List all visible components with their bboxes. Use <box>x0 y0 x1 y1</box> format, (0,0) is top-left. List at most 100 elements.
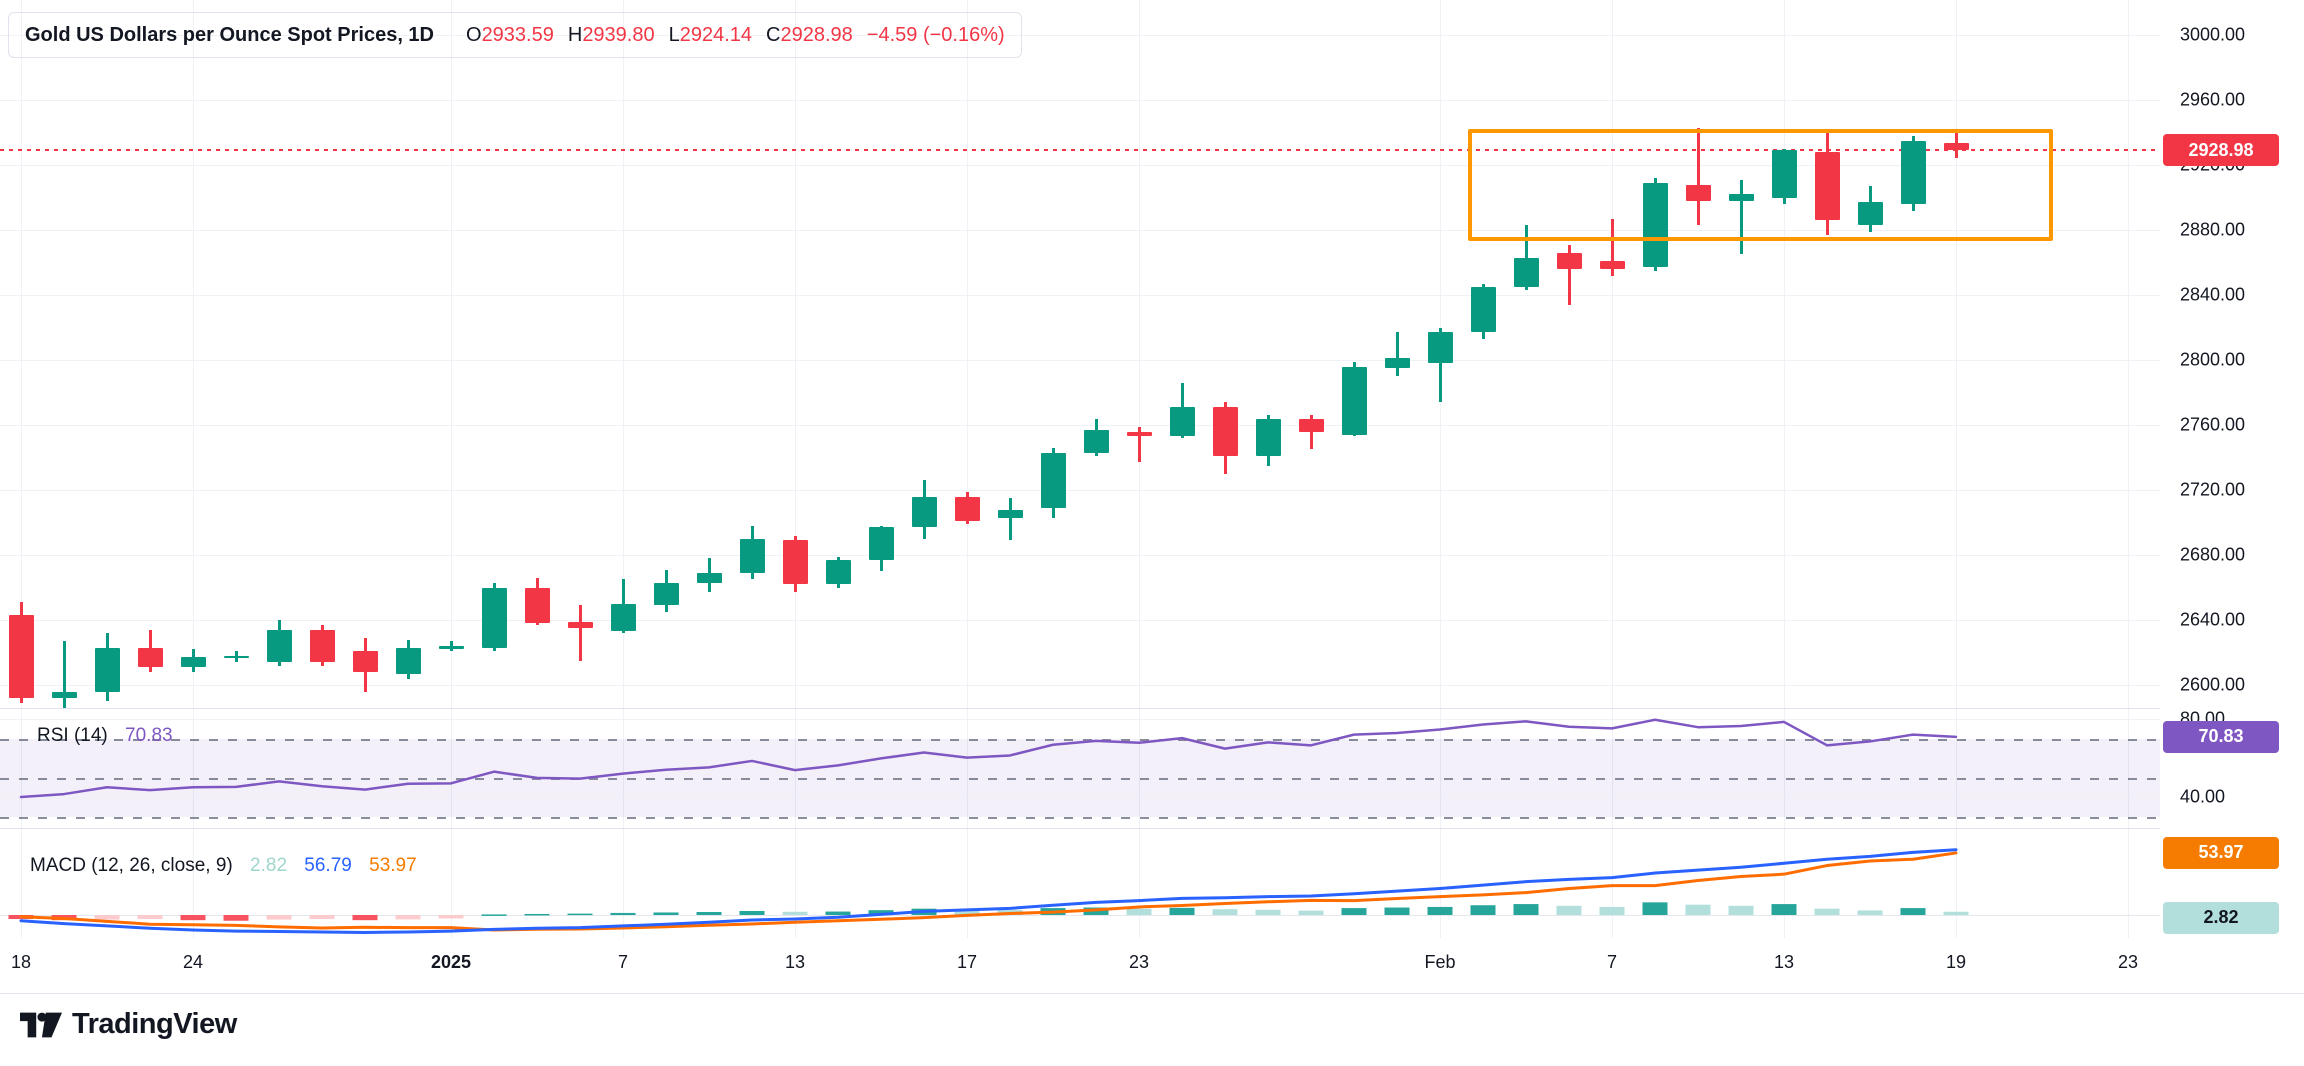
candle[interactable] <box>94 647 120 692</box>
candle[interactable] <box>1126 431 1152 437</box>
macd-histogram-bar[interactable] <box>1814 908 1840 915</box>
candle[interactable] <box>653 582 679 606</box>
candle-wick[interactable] <box>1137 426 1141 463</box>
candle[interactable] <box>1040 452 1066 508</box>
chart-plot-area[interactable] <box>0 0 2160 938</box>
macd-histogram-bar[interactable] <box>352 915 378 921</box>
candle[interactable] <box>782 540 808 585</box>
candle-wick[interactable] <box>62 641 66 708</box>
candle[interactable] <box>223 655 249 659</box>
macd-histogram-bar[interactable] <box>653 912 679 915</box>
macd-histogram-bar[interactable] <box>395 915 421 920</box>
macd-histogram-bar[interactable] <box>1341 908 1367 915</box>
candle[interactable] <box>1900 140 1926 204</box>
macd-histogram-bar[interactable] <box>1599 906 1625 915</box>
candle[interactable] <box>868 527 894 560</box>
macd-histogram-bar[interactable] <box>1255 909 1281 915</box>
macd-histogram-bar[interactable] <box>266 915 292 920</box>
symbol-legend[interactable]: Gold US Dollars per Ounce Spot Prices, 1… <box>8 12 1022 58</box>
rsi-legend[interactable]: RSI (14) 70.83 <box>37 725 173 747</box>
candle[interactable] <box>352 650 378 672</box>
candle-wick[interactable] <box>1309 415 1313 450</box>
candle[interactable] <box>1513 257 1539 287</box>
macd-histogram-bar[interactable] <box>481 914 507 916</box>
candle[interactable] <box>1685 184 1711 201</box>
candle[interactable] <box>1255 418 1281 456</box>
candle[interactable] <box>1298 418 1324 432</box>
candle[interactable] <box>309 629 335 663</box>
macd-histogram-bar[interactable] <box>1857 910 1883 915</box>
macd-signal-line[interactable] <box>19 851 1958 932</box>
macd-histogram-bar[interactable] <box>1728 905 1754 915</box>
candle[interactable] <box>137 647 163 668</box>
candle[interactable] <box>1212 407 1238 456</box>
macd-histogram-bar[interactable] <box>1943 911 1969 915</box>
macd-histogram-bar[interactable] <box>1169 907 1195 915</box>
candle[interactable] <box>1470 286 1496 333</box>
candle-wick[interactable] <box>578 605 582 661</box>
tradingview-branding[interactable]: TradingView <box>20 1008 237 1041</box>
macd-histogram-bar[interactable] <box>1427 906 1453 915</box>
candle[interactable] <box>1642 182 1668 268</box>
candle[interactable] <box>739 538 765 573</box>
macd-histogram-bar[interactable] <box>610 912 636 915</box>
candle[interactable] <box>1771 150 1797 198</box>
macd-histogram-bar[interactable] <box>1642 902 1668 915</box>
candle[interactable] <box>524 587 550 624</box>
candle[interactable] <box>1943 142 1969 151</box>
macd-histogram-bar[interactable] <box>1513 904 1539 915</box>
candle[interactable] <box>1384 358 1410 369</box>
macd-histogram-bar[interactable] <box>137 915 163 920</box>
candle[interactable] <box>481 587 507 648</box>
macd-histogram-bar[interactable] <box>1556 905 1582 915</box>
rsi-macd-pane-separator[interactable] <box>0 828 2304 829</box>
candle[interactable] <box>8 615 34 698</box>
candle-wick[interactable] <box>1696 127 1700 226</box>
macd-histogram-bar[interactable] <box>1212 909 1238 915</box>
candle[interactable] <box>610 603 636 632</box>
consolidation-box-annotation[interactable] <box>1467 128 2053 241</box>
candle[interactable] <box>1556 252 1582 269</box>
macd-histogram-bar[interactable] <box>954 909 980 915</box>
macd-histogram-bar[interactable] <box>1900 908 1926 915</box>
macd-legend[interactable]: MACD (12, 26, close, 9) 2.82 56.79 53.97 <box>30 855 417 877</box>
macd-histogram-bar[interactable] <box>180 915 206 921</box>
candle[interactable] <box>567 621 593 629</box>
macd-histogram-bar[interactable] <box>696 912 722 915</box>
candle[interactable] <box>438 646 464 649</box>
time-axis[interactable]: 18 24 2025 7 13 17 23 Feb 7 13 19 23 <box>0 938 2304 993</box>
candle[interactable] <box>954 496 980 521</box>
candle-wick[interactable] <box>1610 218 1614 276</box>
macd-histogram-bar[interactable] <box>1384 907 1410 915</box>
candle[interactable] <box>1083 429 1109 453</box>
candle[interactable] <box>696 572 722 583</box>
candle[interactable] <box>1599 260 1625 269</box>
macd-histogram-bar[interactable] <box>567 913 593 916</box>
macd-line[interactable] <box>19 848 1958 934</box>
candle-wick[interactable] <box>1567 244 1571 305</box>
candle[interactable] <box>1857 202 1883 226</box>
macd-histogram-bar[interactable] <box>1685 904 1711 915</box>
macd-histogram-bar[interactable] <box>868 910 894 915</box>
candle[interactable] <box>180 657 206 668</box>
rsi-line[interactable] <box>19 718 1958 799</box>
macd-histogram-bar[interactable] <box>309 915 335 920</box>
candle-wick[interactable] <box>1438 327 1442 403</box>
macd-histogram-bar[interactable] <box>438 915 464 919</box>
macd-histogram-bar[interactable] <box>524 913 550 916</box>
macd-histogram-bar[interactable] <box>739 910 765 915</box>
candle[interactable] <box>266 629 292 663</box>
candle-wick[interactable] <box>1395 332 1399 377</box>
macd-histogram-bar[interactable] <box>94 915 120 920</box>
macd-histogram-bar[interactable] <box>1298 910 1324 915</box>
main-rsi-pane-separator[interactable] <box>0 708 2304 709</box>
candle[interactable] <box>51 691 77 698</box>
macd-histogram-bar[interactable] <box>223 915 249 921</box>
macd-histogram-bar[interactable] <box>1470 905 1496 915</box>
candle[interactable] <box>1427 332 1453 364</box>
candle[interactable] <box>1728 194 1754 201</box>
candle[interactable] <box>1341 366 1367 435</box>
candle-wick[interactable] <box>1739 179 1743 255</box>
macd-histogram-bar[interactable] <box>1771 904 1797 915</box>
candle[interactable] <box>997 509 1023 518</box>
